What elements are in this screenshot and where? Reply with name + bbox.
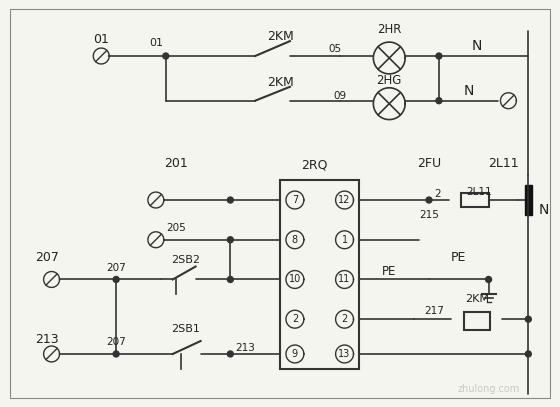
- Text: 9: 9: [292, 349, 298, 359]
- Text: 2KM: 2KM: [267, 77, 293, 89]
- Text: 01: 01: [94, 33, 109, 46]
- Text: 2RQ: 2RQ: [301, 159, 328, 172]
- Text: zhulong.com: zhulong.com: [458, 384, 520, 394]
- Text: 11: 11: [338, 274, 351, 284]
- Text: 2: 2: [292, 314, 298, 324]
- Circle shape: [486, 276, 492, 282]
- Text: 2FU: 2FU: [417, 157, 441, 170]
- Text: 207: 207: [35, 251, 59, 264]
- Text: PE: PE: [382, 265, 396, 278]
- Circle shape: [227, 197, 234, 203]
- Text: 7: 7: [292, 195, 298, 205]
- Text: 2: 2: [434, 189, 441, 199]
- Text: N: N: [538, 203, 549, 217]
- Text: 205: 205: [166, 223, 185, 233]
- Text: 1: 1: [342, 235, 348, 245]
- Text: 215: 215: [419, 210, 439, 220]
- Circle shape: [163, 53, 169, 59]
- Text: N: N: [464, 84, 474, 98]
- Text: 213: 213: [235, 343, 255, 353]
- Text: 2SB1: 2SB1: [171, 324, 200, 334]
- Circle shape: [227, 351, 234, 357]
- Circle shape: [227, 237, 234, 243]
- Text: 2: 2: [342, 314, 348, 324]
- Text: 207: 207: [106, 337, 126, 347]
- Circle shape: [227, 276, 234, 282]
- Text: 09: 09: [333, 91, 346, 101]
- Circle shape: [525, 316, 531, 322]
- Text: 2HR: 2HR: [377, 23, 402, 36]
- Text: 01: 01: [149, 38, 163, 48]
- Text: 2L11: 2L11: [488, 157, 519, 170]
- Text: 2HG: 2HG: [376, 74, 402, 88]
- Bar: [280, 180, 360, 369]
- Bar: [525, 185, 532, 215]
- Circle shape: [436, 53, 442, 59]
- Circle shape: [426, 197, 432, 203]
- Bar: [461, 193, 488, 207]
- Circle shape: [113, 276, 119, 282]
- Text: N: N: [472, 39, 482, 53]
- Text: 201: 201: [164, 157, 188, 170]
- Circle shape: [525, 351, 531, 357]
- Text: 2SB2: 2SB2: [171, 255, 200, 265]
- Text: 05: 05: [328, 44, 341, 54]
- Text: PE: PE: [451, 251, 466, 264]
- Text: 13: 13: [338, 349, 351, 359]
- Text: 10: 10: [289, 274, 301, 284]
- Bar: [464, 312, 489, 330]
- Circle shape: [436, 98, 442, 104]
- Text: 213: 213: [35, 333, 58, 346]
- Text: 2L11: 2L11: [466, 187, 492, 197]
- Text: 207: 207: [106, 263, 126, 273]
- Text: 2KM: 2KM: [267, 30, 293, 43]
- Text: 217: 217: [424, 306, 444, 316]
- Circle shape: [113, 351, 119, 357]
- Text: 2KM: 2KM: [465, 294, 489, 304]
- Text: 8: 8: [292, 235, 298, 245]
- Text: 12: 12: [338, 195, 351, 205]
